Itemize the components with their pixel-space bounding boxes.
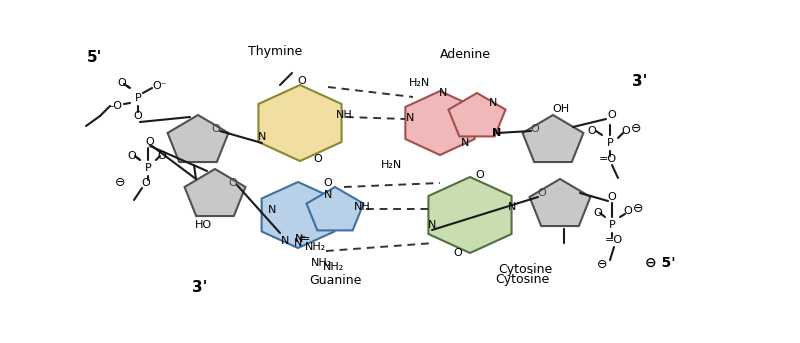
Text: 3': 3' — [192, 281, 208, 296]
Text: O: O — [622, 126, 630, 136]
Text: N: N — [508, 202, 516, 212]
Text: Guanine: Guanine — [309, 273, 361, 286]
Text: N═: N═ — [294, 234, 310, 244]
Text: O: O — [229, 178, 238, 188]
Text: P: P — [145, 163, 151, 173]
Text: P: P — [609, 220, 615, 230]
Text: N: N — [281, 236, 289, 246]
Text: NH: NH — [336, 110, 352, 120]
Text: ⊖ 5': ⊖ 5' — [645, 256, 675, 270]
Text: 3': 3' — [632, 73, 648, 88]
Text: O: O — [118, 78, 126, 88]
Text: O: O — [530, 124, 539, 134]
Text: HO: HO — [194, 220, 211, 230]
Polygon shape — [406, 91, 474, 155]
Text: Cytosine: Cytosine — [495, 273, 549, 286]
Text: NH: NH — [354, 202, 370, 212]
Text: N: N — [492, 128, 502, 138]
Text: O: O — [608, 192, 616, 202]
Text: O⁻: O⁻ — [153, 81, 167, 91]
Text: O: O — [594, 208, 602, 218]
Text: N: N — [258, 132, 266, 142]
Text: =O: =O — [605, 235, 623, 245]
Text: ⊖: ⊖ — [114, 176, 126, 189]
Text: H₂N: H₂N — [410, 78, 430, 88]
Text: -O: -O — [110, 101, 122, 111]
Text: Adenine: Adenine — [439, 48, 490, 61]
Text: O: O — [538, 188, 546, 198]
Polygon shape — [167, 115, 229, 162]
Text: N: N — [406, 113, 414, 123]
Polygon shape — [306, 187, 363, 230]
Polygon shape — [185, 169, 246, 216]
Text: N: N — [489, 98, 497, 108]
Text: Cytosine: Cytosine — [498, 263, 552, 276]
Text: O: O — [128, 151, 136, 161]
Text: ⊖: ⊖ — [630, 122, 642, 135]
Polygon shape — [258, 85, 342, 161]
Polygon shape — [429, 177, 511, 253]
Text: O: O — [314, 154, 322, 164]
Text: N: N — [428, 220, 436, 230]
Text: O: O — [142, 178, 150, 188]
Polygon shape — [449, 93, 506, 137]
Text: O: O — [298, 76, 306, 86]
Polygon shape — [530, 179, 590, 226]
Text: O: O — [212, 124, 220, 134]
Text: P: P — [134, 93, 142, 103]
Text: NH₂: NH₂ — [311, 258, 333, 268]
Text: O: O — [608, 110, 616, 120]
Polygon shape — [262, 182, 334, 248]
Text: P: P — [606, 138, 614, 148]
Polygon shape — [522, 115, 583, 162]
Text: O: O — [454, 248, 462, 258]
Text: =O: =O — [599, 154, 617, 164]
Text: N: N — [461, 138, 469, 148]
Text: O: O — [624, 206, 632, 216]
Text: N: N — [439, 88, 447, 98]
Text: O: O — [324, 178, 332, 188]
Text: ⊖: ⊖ — [633, 202, 643, 215]
Text: ═: ═ — [299, 233, 305, 241]
Text: O: O — [146, 137, 154, 147]
Text: N: N — [268, 205, 276, 215]
Text: 5': 5' — [87, 50, 102, 66]
Text: Thymine: Thymine — [248, 45, 302, 58]
Text: O: O — [134, 111, 142, 121]
Text: N: N — [324, 190, 332, 200]
Text: O: O — [158, 151, 166, 161]
Text: H₂N: H₂N — [382, 160, 402, 170]
Text: N: N — [294, 238, 302, 248]
Text: O: O — [476, 170, 484, 180]
Text: OH: OH — [553, 104, 570, 114]
Text: NH₂: NH₂ — [323, 262, 345, 272]
Text: NH₂: NH₂ — [304, 242, 326, 252]
Text: ⊖: ⊖ — [597, 259, 607, 272]
Text: O: O — [588, 126, 596, 136]
